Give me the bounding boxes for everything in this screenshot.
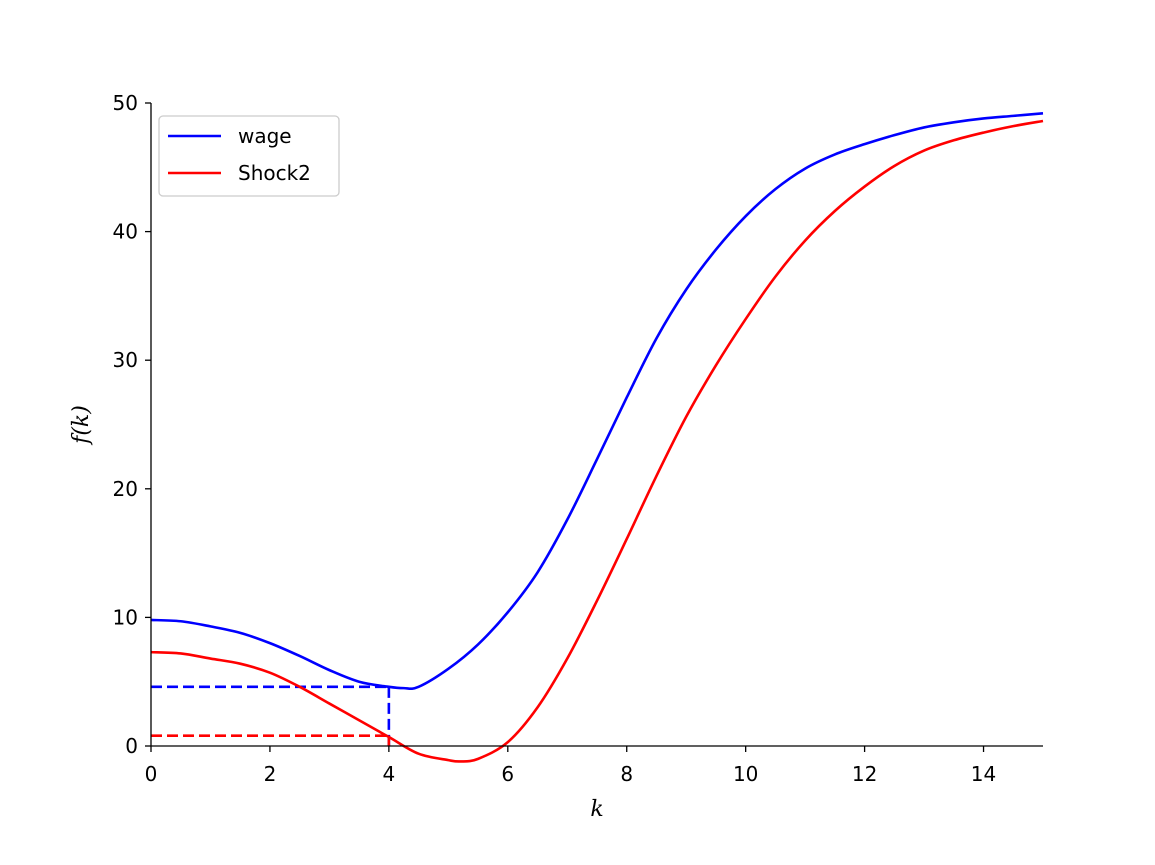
x-tick-label: 10 — [733, 762, 758, 786]
legend: wage Shock2 — [158, 115, 340, 197]
y-tick-label: 0 — [125, 734, 138, 758]
x-tick-label: 4 — [382, 762, 395, 786]
y-tick-label: 10 — [113, 605, 138, 629]
y-axis-label: f(k) — [69, 405, 94, 446]
y-tick-label: 40 — [113, 220, 138, 244]
x-axis-ticks: 0 2 4 6 8 10 12 14 — [145, 746, 996, 786]
x-tick-label: 14 — [971, 762, 996, 786]
y-tick-label: 20 — [113, 477, 138, 501]
x-tick-label: 12 — [852, 762, 877, 786]
legend-label: wage — [238, 124, 292, 148]
axes: 0 2 4 6 8 10 12 14 0 10 20 30 40 50 — [113, 91, 1043, 786]
x-tick-label: 0 — [145, 762, 158, 786]
series-line-shock2 — [150, 119, 1044, 763]
x-tick-label: 6 — [501, 762, 514, 786]
x-tick-label: 2 — [264, 762, 277, 786]
y-tick-label: 50 — [113, 91, 138, 115]
x-axis-label: k — [590, 797, 603, 822]
y-tick-label: 30 — [113, 348, 138, 372]
series-lines — [150, 111, 1044, 763]
y-axis-ticks: 0 10 20 30 40 50 — [113, 91, 151, 758]
legend-label: Shock2 — [238, 161, 311, 185]
series-line-wage — [150, 111, 1044, 690]
x-tick-label: 8 — [620, 762, 633, 786]
